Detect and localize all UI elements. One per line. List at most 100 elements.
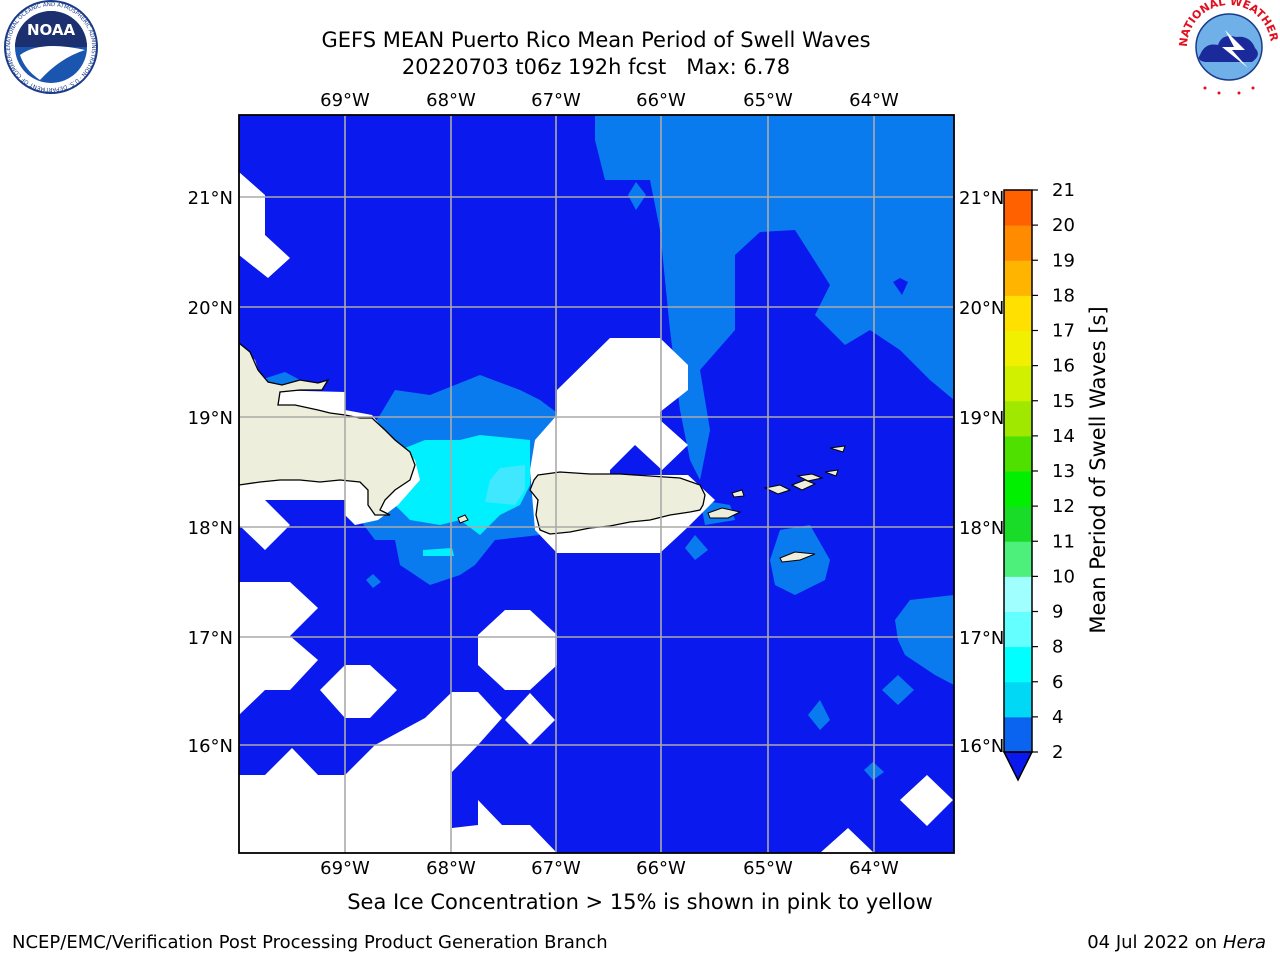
colorbar-tick-label: 9 (1052, 602, 1063, 623)
colorbar-tick-label: 19 (1052, 250, 1075, 271)
land-vieques (707, 507, 742, 519)
lat-label-right-0: 21°N (959, 188, 1004, 209)
colorbar-tick-label: 17 (1052, 321, 1075, 342)
region-4-6s-small4 (808, 700, 830, 730)
colorbar-tick-label: 6 (1052, 672, 1063, 693)
lat-label-right-1: 20°N (959, 298, 1004, 319)
lat-label-left-2: 19°N (188, 408, 233, 429)
footer-date: 04 Jul 2022 on (1087, 932, 1223, 953)
colorbar-segment (1004, 576, 1032, 612)
land-culebra (731, 489, 745, 498)
colorbar-segment (1004, 260, 1032, 296)
colorbar-tick-label: 15 (1052, 391, 1075, 412)
no-data-nw (239, 172, 290, 278)
colorbar-tick-label: 20 (1052, 215, 1075, 236)
no-data-w2 (239, 500, 290, 550)
lon-label-top-0: 69°W (320, 90, 370, 111)
grid-lines (239, 115, 954, 853)
no-data-sw1 (239, 582, 318, 715)
land-mona-island (457, 514, 469, 524)
colorbar-segment (1004, 295, 1032, 331)
region-2-4s-inlet (452, 800, 478, 828)
lon-label-bottom-3: 66°W (636, 858, 686, 879)
lon-label-top-1: 68°W (426, 90, 476, 111)
colorbar-segment (1004, 471, 1032, 507)
land-st-thomas (763, 484, 792, 495)
colorbar-segment (1004, 225, 1032, 261)
colorbar-tick-label: 14 (1052, 426, 1075, 447)
region-4-6s-small6 (366, 574, 381, 588)
land-hispaniola (239, 342, 416, 516)
lon-label-top-5: 64°W (849, 90, 899, 111)
land-st-john (790, 479, 817, 491)
lat-label-left-5: 16°N (188, 736, 233, 757)
land-anegada (829, 445, 846, 453)
lon-label-bottom-5: 64°W (849, 858, 899, 879)
colorbar-tick-label: 13 (1052, 461, 1075, 482)
colorbar-tick-label: 10 (1052, 566, 1075, 587)
title-line-2: 20220703 t06z 192h fcst Max: 6.78 (401, 55, 791, 79)
colorbar-segment (1004, 190, 1032, 226)
lon-label-top-4: 65°W (743, 90, 793, 111)
footer-right: 04 Jul 2022 on Hera (1087, 932, 1266, 953)
noaa-logo-text: NOAA (27, 21, 76, 39)
region-4-6s-east (895, 595, 954, 685)
caption-text: Sea Ice Concentration > 15% is shown in … (347, 890, 933, 914)
colorbar-tick-label: 4 (1052, 707, 1063, 728)
footer-host: Hera (1222, 932, 1266, 953)
colorbar-segment (1004, 365, 1032, 402)
colorbar-tick-label: 12 (1052, 496, 1075, 517)
land-st-croix (779, 551, 816, 563)
colorbar-segment (1004, 646, 1032, 683)
colorbar-label: Mean Period of Swell Waves [s] (1086, 306, 1110, 633)
lat-label-right-2: 19°N (959, 408, 1004, 429)
land-virgin-gorda (824, 469, 839, 477)
lon-label-bottom-0: 69°W (320, 858, 370, 879)
lon-label-top-2: 67°W (531, 90, 581, 111)
colorbar-segment (1004, 435, 1032, 472)
lon-label-top-3: 66°W (636, 90, 686, 111)
lat-label-left-0: 21°N (188, 188, 233, 209)
land-tortola (796, 473, 824, 482)
colorbar-segment (1004, 400, 1032, 437)
axis-labels: 69°W 68°W 67°W 66°W 65°W 64°W 69°W 68°W … (188, 90, 1005, 879)
colorbar-segment (1004, 716, 1032, 753)
lat-label-right-5: 16°N (959, 736, 1004, 757)
colorbar-tick-label: 21 (1052, 180, 1075, 201)
region-6-8s-mona (395, 435, 530, 535)
colorbar: 2 4 6 8 9 10 11 12 13 14 15 16 17 18 19 20 21 (1002, 180, 1075, 782)
colorbar-tick-label: 11 (1052, 531, 1075, 552)
lat-label-left-4: 17°N (188, 628, 233, 649)
caption: Sea Ice Concentration > 15% is shown in … (0, 890, 1280, 914)
no-data-s2 (505, 693, 555, 745)
region-4-6s-small (628, 182, 646, 210)
lat-label-left-1: 20°N (188, 298, 233, 319)
colorbar-segment (1004, 541, 1032, 577)
no-data-sw2 (320, 665, 397, 718)
no-data-se2 (820, 828, 874, 853)
title-line-1: GEFS MEAN Puerto Rico Mean Period of Swe… (321, 28, 871, 52)
colorbar-tick-label: 8 (1052, 637, 1063, 658)
lon-label-bottom-2: 67°W (531, 858, 581, 879)
region-4-6s-small2 (685, 535, 708, 560)
lon-label-bottom-1: 68°W (426, 858, 476, 879)
colorbar-segment (1004, 681, 1032, 718)
colorbar-extend-triangle (1002, 751, 1034, 782)
lat-label-right-4: 17°N (959, 628, 1004, 649)
region-6-8s-core (485, 465, 525, 505)
colorbar-tick-label: 18 (1052, 285, 1075, 306)
no-data-s1 (478, 610, 557, 690)
colorbar-segment (1004, 330, 1032, 367)
colorbar-segment (1004, 611, 1032, 648)
region-4-6s-small3 (882, 675, 914, 705)
region-2-4s-islet (893, 278, 908, 295)
footer-left: NCEP/EMC/Verification Post Processing Pr… (12, 932, 608, 953)
colorbar-tick-label: 16 (1052, 356, 1075, 377)
lat-label-right-3: 18°N (959, 518, 1004, 539)
no-data-se1 (900, 775, 953, 826)
lon-label-bottom-4: 65°W (743, 858, 793, 879)
colorbar-tick-label: 2 (1052, 742, 1063, 763)
colorbar-segment (1004, 506, 1032, 542)
region-6-8s-small (423, 548, 454, 556)
